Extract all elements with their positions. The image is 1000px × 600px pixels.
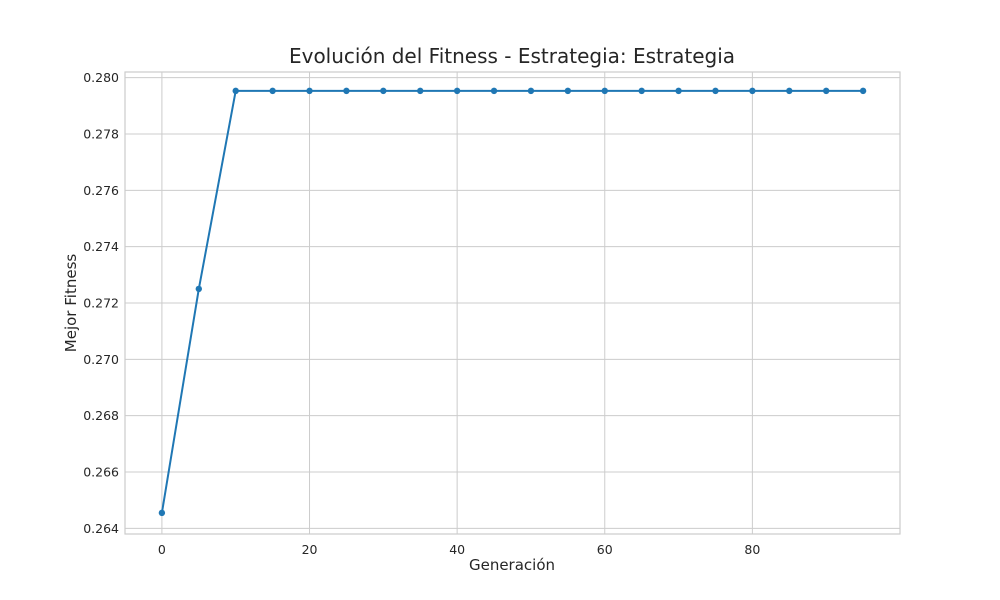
y-tick-label: 0.266 xyxy=(83,465,119,480)
data-point xyxy=(306,87,313,95)
plot-frame xyxy=(124,71,901,535)
series-layer xyxy=(158,87,867,517)
x-tick-label: 40 xyxy=(449,542,465,557)
y-tick-label: 0.274 xyxy=(83,239,119,254)
data-point xyxy=(859,87,867,95)
grid xyxy=(125,72,900,534)
data-point xyxy=(564,87,572,95)
data-point xyxy=(380,87,387,95)
x-tick-label: 80 xyxy=(744,542,760,557)
data-point xyxy=(822,87,830,95)
series-line xyxy=(160,89,864,514)
data-point xyxy=(417,87,424,95)
y-tick-label: 0.272 xyxy=(83,296,119,311)
x-axis-label: Generación xyxy=(469,556,555,574)
tick-labels: 0 20 40 60 80 0.264 0.266 0.268 0.270 0.272 0.274 0… xyxy=(83,70,760,557)
x-tick-label: 60 xyxy=(597,542,613,557)
data-point xyxy=(527,87,535,95)
data-point xyxy=(786,87,793,95)
y-tick-label: 0.268 xyxy=(83,408,119,423)
data-point xyxy=(712,87,719,95)
x-tick-label: 0 xyxy=(158,542,166,557)
y-tick-label: 0.264 xyxy=(83,521,119,536)
data-point xyxy=(453,87,461,95)
data-point xyxy=(232,87,239,95)
data-point xyxy=(269,87,276,95)
data-point xyxy=(638,87,645,95)
data-point xyxy=(749,87,756,95)
y-tick-label: 0.280 xyxy=(83,70,119,85)
y-tick-label: 0.276 xyxy=(83,183,119,198)
data-point xyxy=(343,87,350,95)
chart-title: Evolución del Fitness - Estrategia: Estr… xyxy=(289,44,735,68)
y-tick-label: 0.278 xyxy=(83,126,119,141)
data-point xyxy=(601,87,608,95)
data-point xyxy=(490,87,498,95)
y-tick-label: 0.270 xyxy=(83,352,119,367)
x-tick-label: 20 xyxy=(302,542,318,557)
data-point xyxy=(675,87,682,95)
y-axis-label: Mejor Fitness xyxy=(62,254,80,353)
data-point xyxy=(195,285,203,293)
data-point xyxy=(158,509,166,517)
